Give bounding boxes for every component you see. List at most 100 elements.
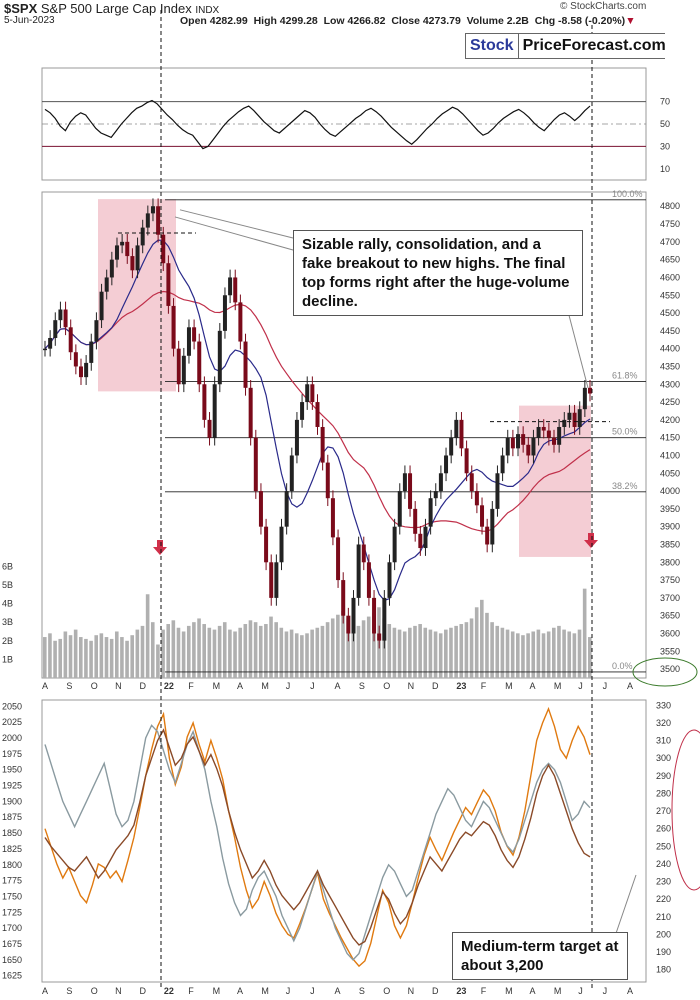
- comparison-left-tick-label: 1950: [2, 765, 22, 775]
- volume-bar: [526, 633, 530, 678]
- comparison-x-label: A: [237, 986, 243, 996]
- comparison-series-line-2: [44, 728, 591, 946]
- price-candle: [171, 305, 176, 349]
- volume-bar: [469, 618, 474, 678]
- comparison-left-tick-label: 1650: [2, 955, 22, 965]
- comparison-left-tick-label: 1850: [2, 828, 22, 838]
- price-candle: [217, 330, 222, 385]
- brand-logo: Stock PriceForecast.com: [465, 33, 670, 59]
- volume-bar: [202, 624, 206, 678]
- price-candle: [166, 263, 171, 306]
- price-candle: [186, 327, 191, 356]
- close-value: Close 4273.79: [391, 15, 461, 27]
- price-x-label: O: [383, 681, 390, 691]
- volume-bar: [84, 638, 88, 678]
- comparison-left-tick-label: 1775: [2, 876, 22, 886]
- price-tick-label: 3700: [660, 593, 680, 603]
- price-candle: [474, 491, 479, 506]
- price-candle: [94, 320, 99, 342]
- price-candle: [361, 544, 366, 563]
- volume-bar: [464, 622, 469, 678]
- volume-bar: [48, 633, 52, 678]
- index-name: S&P 500 Large Cap Index: [40, 1, 192, 16]
- comparison-x-label: M: [261, 986, 269, 996]
- volume-bar: [577, 629, 582, 678]
- volume-arrow-icon-shaft: [588, 533, 594, 540]
- volume-bar: [320, 625, 325, 678]
- price-candle: [130, 256, 135, 271]
- fib-label: 100.0%: [612, 189, 643, 199]
- comparison-left-tick-label: 1675: [2, 939, 22, 949]
- price-candle: [279, 526, 284, 563]
- price-candle: [305, 384, 310, 403]
- price-candle: [315, 402, 320, 427]
- brand-part2: PriceForecast.com: [517, 34, 670, 58]
- comparison-left-tick-label: 1925: [2, 781, 22, 791]
- volume-bar: [145, 594, 150, 678]
- volume-bar: [294, 633, 299, 678]
- volume-bar: [500, 627, 505, 678]
- price-candle: [500, 455, 505, 474]
- comparison-right-tick-label: 320: [656, 718, 671, 728]
- comparison-x-label: J: [310, 986, 315, 996]
- rsi-tick-label: 10: [660, 164, 670, 174]
- credit: © StockCharts.com: [560, 1, 647, 12]
- price-tick-label: 4550: [660, 290, 680, 300]
- price-candle: [89, 341, 94, 363]
- callout-pointer-left: [179, 209, 294, 239]
- comparison-x-label: O: [91, 986, 98, 996]
- price-candle: [243, 341, 248, 388]
- price-candle: [397, 491, 402, 527]
- volume-bar: [588, 637, 592, 678]
- comparison-right-tick-label: 310: [656, 736, 671, 746]
- price-candle: [541, 426, 546, 431]
- price-candle: [577, 409, 582, 427]
- price-tick-label: 4700: [660, 237, 680, 247]
- annotation-top-note: Sizable rally, consolidation, and a fake…: [293, 230, 583, 316]
- volume-bar: [192, 622, 196, 678]
- price-tick-label: 4050: [660, 468, 680, 478]
- comparison-x-label: A: [42, 986, 48, 996]
- price-candle: [53, 320, 58, 338]
- price-tick-label: 3600: [660, 628, 680, 638]
- volume-bar: [166, 624, 170, 678]
- ohlc-row: Open 4282.99 High 4299.28 Low 4266.82 Cl…: [180, 15, 636, 27]
- price-candle: [552, 437, 557, 445]
- price-candle: [546, 430, 551, 438]
- price-x-label: F: [188, 681, 194, 691]
- chart-header-line1: $SPX S&P 500 Large Cap Index INDX: [4, 1, 219, 16]
- price-candle: [63, 309, 68, 328]
- price-x-label: J: [603, 681, 608, 691]
- volume-bar: [186, 625, 191, 678]
- price-candle: [526, 444, 531, 456]
- price-candle: [330, 498, 335, 538]
- price-candle: [202, 384, 207, 420]
- comparison-left-tick-label: 1900: [2, 796, 22, 806]
- volume-bar: [438, 633, 443, 678]
- price-tick-label: 4750: [660, 219, 680, 229]
- price-candle: [310, 384, 315, 403]
- volume-bar: [557, 625, 561, 678]
- volume-bar: [552, 627, 556, 678]
- brand-part1: Stock: [466, 34, 518, 58]
- price-x-label: D: [432, 681, 439, 691]
- price-candle: [469, 473, 474, 492]
- volume-bar: [423, 627, 428, 678]
- price-x-label: A: [530, 681, 536, 691]
- volume-bar: [387, 624, 392, 678]
- comparison-x-label: D: [140, 986, 147, 996]
- price-candle: [387, 562, 392, 598]
- price-candle: [325, 462, 330, 499]
- comparison-x-label: J: [286, 986, 291, 996]
- price-candle: [289, 455, 294, 492]
- volume-bar: [197, 618, 201, 678]
- comparison-left-tick-label: 1875: [2, 812, 22, 822]
- price-candle: [536, 426, 541, 438]
- comparison-x-label: N: [115, 986, 122, 996]
- volume-bar: [305, 633, 309, 678]
- price-candle: [438, 473, 443, 492]
- volume-bar: [43, 637, 47, 678]
- volume-bar: [531, 631, 536, 678]
- volume-bar: [567, 631, 572, 678]
- price-candle: [428, 498, 433, 527]
